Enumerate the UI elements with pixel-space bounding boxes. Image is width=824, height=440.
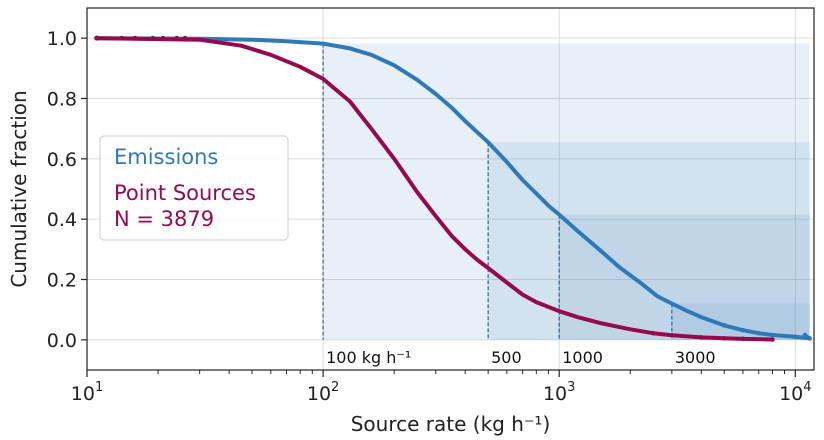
data-point bbox=[150, 35, 156, 41]
shaded-region bbox=[559, 214, 810, 340]
shaded-region bbox=[323, 43, 810, 340]
data-point bbox=[94, 35, 100, 41]
y-tick-label: 0.0 bbox=[47, 330, 77, 352]
data-point bbox=[770, 337, 775, 342]
legend-entry-point-sources: Point Sources bbox=[114, 181, 256, 205]
shaded-regions bbox=[322, 43, 810, 340]
x-tick-exponent: 1 bbox=[95, 380, 103, 395]
y-tick-label: 0.2 bbox=[47, 270, 77, 292]
data-point bbox=[740, 336, 746, 342]
data-point bbox=[650, 330, 656, 336]
data-point bbox=[721, 336, 727, 341]
threshold-label: 3000 bbox=[675, 348, 716, 367]
x-tick-base: 10 bbox=[779, 383, 803, 405]
x-tick-base: 10 bbox=[307, 383, 331, 405]
x-tick-base: 10 bbox=[543, 383, 567, 405]
data-point bbox=[174, 35, 180, 41]
x-tick-base: 10 bbox=[71, 383, 95, 405]
shaded-region bbox=[488, 142, 810, 340]
series-line bbox=[94, 36, 775, 342]
y-tick-label: 1.0 bbox=[47, 28, 77, 50]
plot-frame bbox=[86, 7, 815, 371]
x-tick-label: 103 bbox=[543, 380, 575, 405]
data-point bbox=[699, 335, 704, 340]
y-tick-label: 0.6 bbox=[47, 149, 77, 171]
data-point bbox=[669, 333, 675, 338]
legend: Emissions Point Sources N = 3879 bbox=[99, 135, 289, 241]
y-axis-label: Cumulative fraction bbox=[7, 90, 31, 287]
data-point bbox=[740, 327, 746, 333]
legend-entry-emissions: Emissions bbox=[114, 145, 218, 169]
x-tick-exponent: 2 bbox=[331, 380, 339, 395]
x-tick-label: 102 bbox=[307, 380, 339, 405]
data-point bbox=[119, 35, 124, 41]
series-lines bbox=[94, 35, 812, 342]
data-point bbox=[756, 330, 762, 336]
x-tick-label: 101 bbox=[71, 380, 103, 405]
threshold-label: 100 kg h⁻¹ bbox=[326, 348, 411, 367]
data-point bbox=[160, 35, 166, 41]
x-tick-label: 104 bbox=[779, 380, 811, 405]
data-point bbox=[793, 334, 798, 340]
series-point-sources bbox=[94, 35, 775, 342]
shaded-region bbox=[671, 303, 810, 340]
threshold-annotations: 100 kg h⁻¹ 500 1000 3000 bbox=[326, 348, 715, 367]
data-point bbox=[182, 35, 188, 41]
series-line bbox=[94, 36, 812, 341]
data-point bbox=[804, 334, 810, 340]
x-tick-exponent: 3 bbox=[567, 380, 575, 395]
y-tick-label: 0.8 bbox=[47, 89, 77, 111]
x-tick-exponent: 4 bbox=[803, 380, 811, 395]
legend-box bbox=[99, 135, 289, 241]
threshold-label: 1000 bbox=[562, 348, 603, 367]
threshold-label: 500 bbox=[491, 348, 522, 367]
data-point bbox=[770, 332, 775, 338]
data-point bbox=[132, 35, 138, 41]
y-tick-label: 0.4 bbox=[47, 209, 77, 231]
x-axis-label: Source rate (kg h⁻¹) bbox=[351, 412, 551, 436]
data-point bbox=[721, 323, 727, 328]
legend-entry-count: N = 3879 bbox=[114, 207, 214, 231]
